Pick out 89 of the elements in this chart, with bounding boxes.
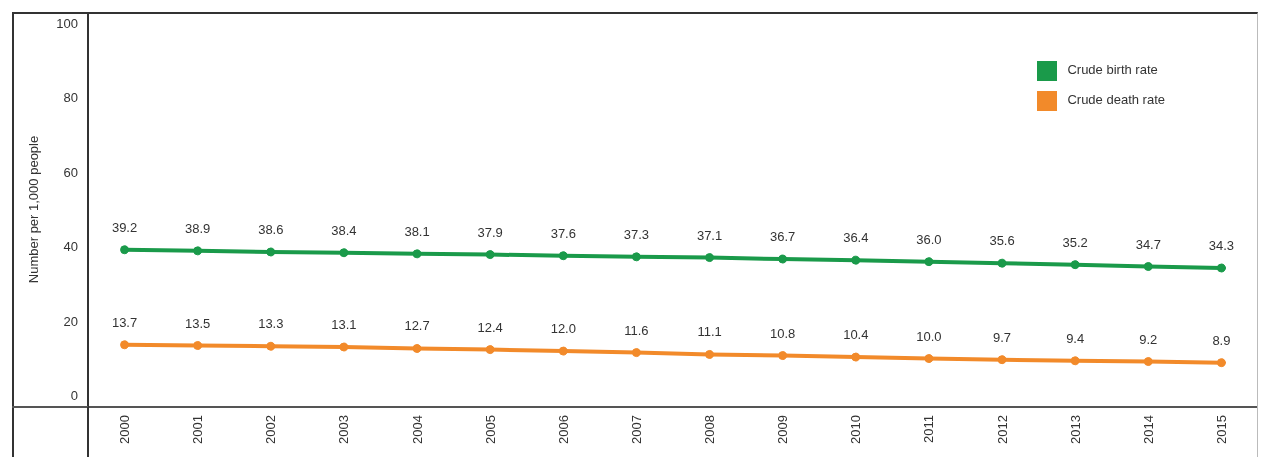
x-tick-label: 2000 bbox=[117, 415, 133, 444]
point bbox=[1070, 356, 1080, 366]
data-label: 10.4 bbox=[843, 327, 869, 343]
point bbox=[1143, 262, 1153, 272]
y-tick-label: 60 bbox=[63, 164, 78, 180]
x-tick-label: 2009 bbox=[775, 415, 791, 444]
data-label: 38.9 bbox=[185, 220, 211, 236]
point bbox=[412, 344, 422, 353]
data-label: 38.6 bbox=[258, 221, 284, 237]
data-label: 12.0 bbox=[550, 321, 576, 337]
point bbox=[1070, 260, 1080, 270]
point bbox=[778, 254, 788, 264]
point bbox=[1143, 357, 1153, 367]
x-tick-label: 2004 bbox=[409, 415, 425, 444]
x-tick-label: 2007 bbox=[628, 415, 644, 444]
data-label: 12.7 bbox=[404, 318, 430, 334]
point bbox=[924, 354, 934, 364]
data-label: 36.0 bbox=[916, 231, 942, 247]
data-label: 9.2 bbox=[1139, 331, 1158, 347]
point bbox=[120, 340, 130, 350]
y-tick-label: 40 bbox=[63, 239, 78, 255]
point bbox=[997, 355, 1007, 365]
data-label: 8.9 bbox=[1212, 332, 1231, 348]
point bbox=[266, 247, 276, 257]
data-label: 35.2 bbox=[1062, 234, 1088, 250]
x-tick-label: 2010 bbox=[848, 415, 864, 444]
point bbox=[412, 249, 422, 259]
x-tick-label: 2015 bbox=[1213, 415, 1229, 444]
x-tick-label: 2001 bbox=[190, 415, 206, 444]
data-label: 38.1 bbox=[404, 223, 430, 239]
point bbox=[120, 245, 130, 255]
x-tick-label: 2008 bbox=[702, 415, 718, 444]
point bbox=[339, 342, 349, 352]
point bbox=[851, 255, 861, 265]
data-label: 36.4 bbox=[843, 230, 869, 246]
x-tick-label: 2003 bbox=[336, 415, 352, 444]
point bbox=[193, 341, 203, 351]
y-tick-label: 0 bbox=[70, 388, 78, 404]
x-tick-label: 2002 bbox=[263, 415, 279, 444]
x-tick-label: 2012 bbox=[994, 415, 1010, 444]
point bbox=[558, 251, 568, 261]
data-label: 39.2 bbox=[111, 219, 138, 235]
data-label: 13.7 bbox=[111, 314, 138, 330]
point bbox=[558, 346, 568, 356]
data-label: 13.1 bbox=[331, 317, 357, 332]
data-label: 9.4 bbox=[1066, 330, 1085, 346]
legend-label: Crude death rate bbox=[1067, 92, 1165, 107]
point bbox=[266, 341, 276, 351]
data-label: 37.3 bbox=[623, 226, 650, 242]
data-label: 37.6 bbox=[550, 225, 576, 241]
x-tick-label: 2006 bbox=[555, 415, 571, 444]
y-axis-title: Number per 1,000 people bbox=[25, 135, 41, 284]
data-label: 13.3 bbox=[258, 316, 284, 332]
x-tick-label: 2013 bbox=[1067, 415, 1083, 444]
y-tick-label: 100 bbox=[56, 15, 78, 31]
point bbox=[193, 246, 203, 256]
data-label: 38.4 bbox=[331, 222, 357, 238]
data-label: 9.7 bbox=[993, 329, 1012, 345]
point bbox=[631, 252, 641, 262]
point bbox=[485, 250, 495, 260]
data-label: 34.3 bbox=[1208, 238, 1235, 253]
point bbox=[1216, 358, 1226, 368]
data-label: 10.8 bbox=[770, 325, 796, 341]
point bbox=[485, 345, 495, 355]
data-label: 11.6 bbox=[624, 322, 649, 338]
point bbox=[1216, 263, 1226, 273]
point bbox=[631, 348, 641, 358]
point bbox=[705, 349, 715, 359]
data-label: 34.7 bbox=[1135, 236, 1161, 252]
legend-label: Crude birth rate bbox=[1067, 62, 1158, 77]
data-label: 36.7 bbox=[770, 229, 796, 245]
data-label: 37.9 bbox=[477, 224, 503, 240]
x-tick-label: 2011 bbox=[921, 415, 937, 443]
point bbox=[778, 351, 788, 361]
data-label: 35.6 bbox=[989, 233, 1015, 249]
data-label: 37.1 bbox=[696, 227, 723, 243]
data-label: 11.1 bbox=[697, 324, 722, 340]
data-label: 10.0 bbox=[916, 328, 942, 344]
x-tick-label: 2014 bbox=[1140, 415, 1156, 444]
x-tick-label: 2005 bbox=[482, 415, 498, 444]
y-tick-label: 20 bbox=[63, 313, 78, 329]
point bbox=[851, 352, 861, 362]
point bbox=[339, 248, 349, 258]
data-label: 13.5 bbox=[185, 315, 211, 331]
point bbox=[705, 253, 715, 263]
data-label: 12.4 bbox=[477, 319, 503, 335]
point bbox=[997, 258, 1007, 268]
point bbox=[924, 257, 934, 267]
y-tick-label: 80 bbox=[63, 90, 78, 106]
